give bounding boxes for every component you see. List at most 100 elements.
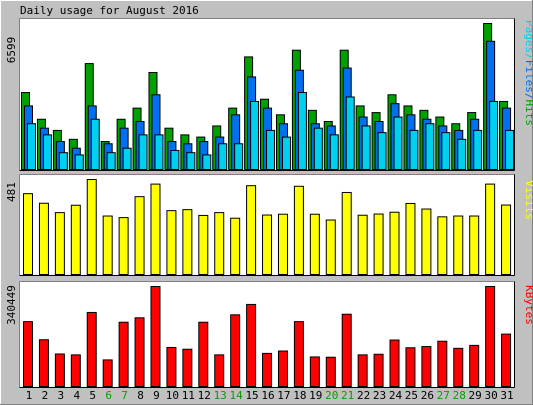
pages-bar	[138, 134, 148, 170]
kbytes-bar	[214, 354, 225, 388]
pages-bar	[58, 152, 68, 171]
visits-bar	[246, 185, 257, 275]
day-tick-label: 25	[405, 389, 418, 402]
day-tick-label: 30	[484, 389, 497, 402]
visits-bar	[469, 215, 480, 276]
visits-bar	[214, 212, 225, 276]
visits-bar	[150, 183, 161, 275]
kbytes-bar	[198, 321, 209, 387]
day-tick-label: 16	[261, 389, 274, 402]
kbytes-bar	[23, 321, 33, 388]
day-tick-label: 27	[437, 389, 450, 402]
kbytes-bar	[437, 340, 448, 387]
pages-bar	[154, 134, 164, 170]
visits-bar	[230, 217, 241, 275]
day-tick-label: 28	[453, 389, 466, 402]
day-tick-label: 7	[121, 389, 128, 402]
day-tick-label: 18	[293, 389, 306, 402]
day-tick-label: 8	[137, 389, 144, 402]
kbytes-bar	[230, 314, 241, 387]
visits-bar	[453, 215, 464, 276]
pages-bar	[425, 123, 435, 170]
pages-bar	[266, 129, 276, 170]
visits-bar	[38, 202, 49, 275]
visits-bar	[277, 213, 288, 275]
pages-bar	[361, 125, 371, 170]
visits-bar	[357, 214, 368, 275]
visits-bar	[182, 209, 193, 275]
visits-bar	[309, 213, 320, 275]
kbytes-bar	[166, 346, 177, 388]
pages-bar	[90, 118, 100, 170]
day-tick-label: 13	[214, 389, 227, 402]
day-tick-label: 26	[421, 389, 434, 402]
day-tick-label: 12	[198, 389, 211, 402]
day-tick-label: 22	[357, 389, 370, 402]
day-tick-label: 3	[58, 389, 65, 402]
kbytes-bar	[501, 333, 512, 388]
visits-bar	[118, 217, 129, 275]
right-label-hits: Hits	[523, 100, 533, 127]
visits-bar	[501, 204, 512, 276]
day-tick-label: 29	[469, 389, 482, 402]
pages-bar	[313, 127, 323, 170]
visits-bar	[23, 193, 33, 275]
pages-bar	[489, 100, 499, 170]
kbytes-bar	[102, 359, 113, 388]
kbytes-bar	[86, 311, 97, 387]
kbytes-bar	[277, 350, 288, 387]
day-tick-label: 21	[341, 389, 354, 402]
day-tick-label: 4	[73, 389, 80, 402]
right-label-slash-1: /	[523, 53, 533, 60]
pages-bar	[441, 132, 451, 171]
kbytes-bar	[405, 347, 416, 387]
right-label-pages: Pages	[523, 20, 533, 53]
visits-bar	[293, 185, 304, 275]
kbytes-axis-max-label: 340449	[5, 285, 18, 325]
kbytes-bar	[309, 356, 320, 388]
day-tick-label: 6	[105, 389, 112, 402]
visits-bar	[166, 210, 177, 275]
chart-title: Daily usage for August 2016	[20, 4, 199, 17]
right-label-pages-files-hits: Pages/Files/Hits	[523, 20, 533, 126]
day-tick-label: 31	[500, 389, 513, 402]
kbytes-bar	[469, 344, 480, 388]
pages-bar	[250, 100, 260, 170]
kbytes-bar	[182, 348, 193, 387]
day-tick-label: 23	[373, 389, 386, 402]
day-tick-label: 19	[309, 389, 322, 402]
pages-bar	[122, 147, 132, 170]
visits-bar	[437, 216, 448, 276]
visits-panel	[19, 174, 515, 276]
pages-bar	[409, 129, 419, 170]
pages-bar	[170, 149, 180, 170]
kbytes-bar	[453, 347, 464, 387]
x-axis-day-labels: 1 2 3 4 5 6 7 8 9 10 11 12 13 14 15 16 17 18 19 20 21 22 23 24 2…	[26, 389, 514, 402]
visits-bar	[198, 214, 209, 275]
pages-bar	[106, 152, 116, 171]
right-label-visits: Visits	[523, 180, 533, 220]
pages-bar	[74, 154, 84, 170]
kbytes-bar	[293, 321, 304, 388]
visits-bar	[421, 208, 432, 276]
pages-bar	[234, 143, 244, 170]
kbytes-bar	[389, 339, 400, 387]
kbytes-bar	[134, 317, 145, 387]
visits-bar	[86, 179, 97, 275]
day-tick-label: 20	[325, 389, 338, 402]
kbytes-bar	[262, 352, 273, 388]
pages-bar	[345, 96, 355, 170]
day-tick-label: 1	[26, 389, 33, 402]
visits-bar	[325, 219, 336, 275]
right-label-kbytes: KBytes	[523, 285, 533, 325]
kbytes-bar	[150, 286, 161, 387]
pages-bar	[218, 143, 228, 170]
pages-bar	[186, 152, 196, 171]
pages-bar	[297, 92, 307, 170]
kbytes-bar	[485, 286, 496, 387]
visits-bar	[389, 211, 400, 276]
day-tick-label: 17	[277, 389, 290, 402]
day-tick-label: 24	[389, 389, 403, 402]
pages-bar	[329, 134, 339, 170]
kbytes-bar	[38, 339, 49, 387]
